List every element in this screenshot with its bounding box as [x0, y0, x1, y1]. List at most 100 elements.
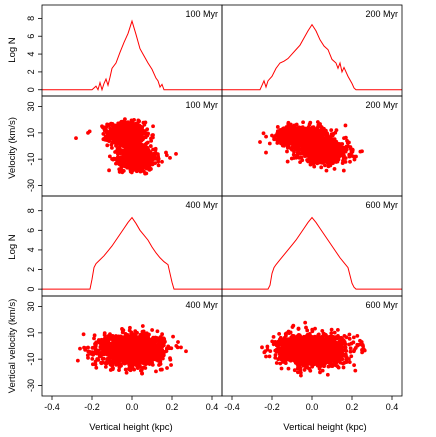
y-tick-label: -10 — [26, 153, 36, 166]
log-n-label-top: Log N — [7, 37, 18, 62]
scatter-point — [128, 135, 133, 140]
panel-time-label: 600 Myr — [365, 200, 398, 210]
scatter-point — [132, 367, 137, 372]
scatter-point — [336, 156, 341, 161]
scatter-point — [156, 342, 160, 347]
scatter-point — [75, 358, 80, 363]
scatter-point — [103, 364, 108, 369]
scatter-point — [109, 142, 114, 147]
scatter-point — [347, 140, 351, 145]
scatter-point — [132, 134, 137, 139]
scatter-point — [292, 132, 297, 136]
y-tick-label: 0 — [26, 87, 36, 92]
scatter-point — [123, 142, 127, 146]
scatter-point — [300, 150, 305, 155]
scatter-point — [158, 337, 163, 342]
scatter-point — [286, 131, 291, 136]
y-tick-label: 6 — [26, 228, 36, 233]
scatter-point — [123, 162, 128, 167]
scatter-point — [151, 147, 155, 152]
scatter-point — [293, 147, 298, 152]
plot-area — [75, 324, 188, 376]
panel-time-label: 100 Myr — [185, 100, 218, 110]
scatter-point — [107, 354, 112, 359]
plot-area — [42, 216, 222, 290]
scatter-point — [317, 144, 322, 148]
scatter-point — [125, 165, 130, 170]
scatter-point — [285, 159, 290, 164]
scatter-point — [294, 126, 299, 131]
scatter-point — [117, 368, 121, 372]
scatter-point — [332, 137, 337, 142]
scatter-point — [298, 130, 302, 135]
plot-area — [222, 216, 402, 290]
scatter-point — [286, 120, 291, 125]
scatter-point — [140, 324, 145, 328]
scatter-point — [156, 163, 161, 168]
scatter-point — [143, 362, 148, 367]
scatter-point — [140, 127, 145, 132]
scatter-point — [164, 150, 168, 155]
scatter-point — [324, 145, 328, 150]
scatter-point — [261, 131, 266, 136]
panel-time-label: 200 Myr — [365, 100, 398, 110]
panel-frame — [41, 195, 223, 297]
scatter-point — [274, 136, 279, 141]
y-tick-label: 8 — [26, 208, 36, 213]
scatter-point — [333, 149, 337, 154]
scatter-point — [264, 150, 268, 155]
scatter-point — [174, 344, 179, 348]
scatter-point — [139, 368, 144, 373]
scatter-point — [137, 119, 142, 124]
scatter-point — [275, 125, 280, 129]
y-tick-label: 30 — [26, 102, 36, 112]
scatter-point — [308, 148, 313, 153]
scatter-point — [133, 329, 138, 334]
scatter-point — [141, 365, 146, 370]
scatter-point — [320, 140, 325, 145]
scatter-point — [332, 167, 337, 171]
scatter-point — [117, 132, 122, 137]
scatter-point — [284, 128, 289, 133]
scatter-point — [139, 161, 144, 166]
scatter-point — [112, 156, 116, 161]
scatter-point — [95, 357, 100, 361]
scatter-point — [277, 138, 282, 143]
scatter-point — [109, 128, 114, 133]
scatter-point — [150, 162, 155, 167]
scatter-point — [134, 128, 139, 133]
scatter-point — [300, 158, 305, 163]
panel-velocity-4: 200 Myr — [221, 95, 403, 197]
panel-frame — [221, 195, 403, 297]
scatter-point — [333, 130, 338, 135]
scatter-point — [133, 122, 138, 126]
scatter-point — [148, 144, 153, 148]
scatter-point — [160, 159, 164, 164]
scatter-point — [133, 153, 138, 157]
scatter-point — [107, 154, 112, 159]
scatter-point — [320, 150, 325, 155]
scatter-point — [101, 356, 106, 361]
scatter-point — [160, 332, 165, 337]
scatter-point — [145, 140, 150, 145]
scatter-point — [111, 137, 116, 142]
scatter-point — [123, 117, 127, 122]
scatter-point — [86, 130, 90, 135]
scatter-point — [131, 145, 135, 150]
scatter-point — [82, 345, 86, 350]
x-axis-label-left: Vertical height (kpc) — [89, 422, 172, 433]
scatter-point — [301, 120, 305, 125]
scatter-point — [146, 157, 151, 162]
y-tick-label: 0 — [26, 287, 36, 292]
scatter-point — [299, 143, 304, 148]
panel-time-label: 200 Myr — [365, 9, 398, 19]
scatter-point — [124, 133, 129, 138]
scatter-point — [290, 147, 294, 152]
scatter-point — [128, 368, 133, 373]
scatter-point — [310, 140, 315, 145]
scatter-point — [143, 171, 148, 176]
scatter-point — [135, 146, 140, 151]
scatter-point — [117, 126, 122, 131]
